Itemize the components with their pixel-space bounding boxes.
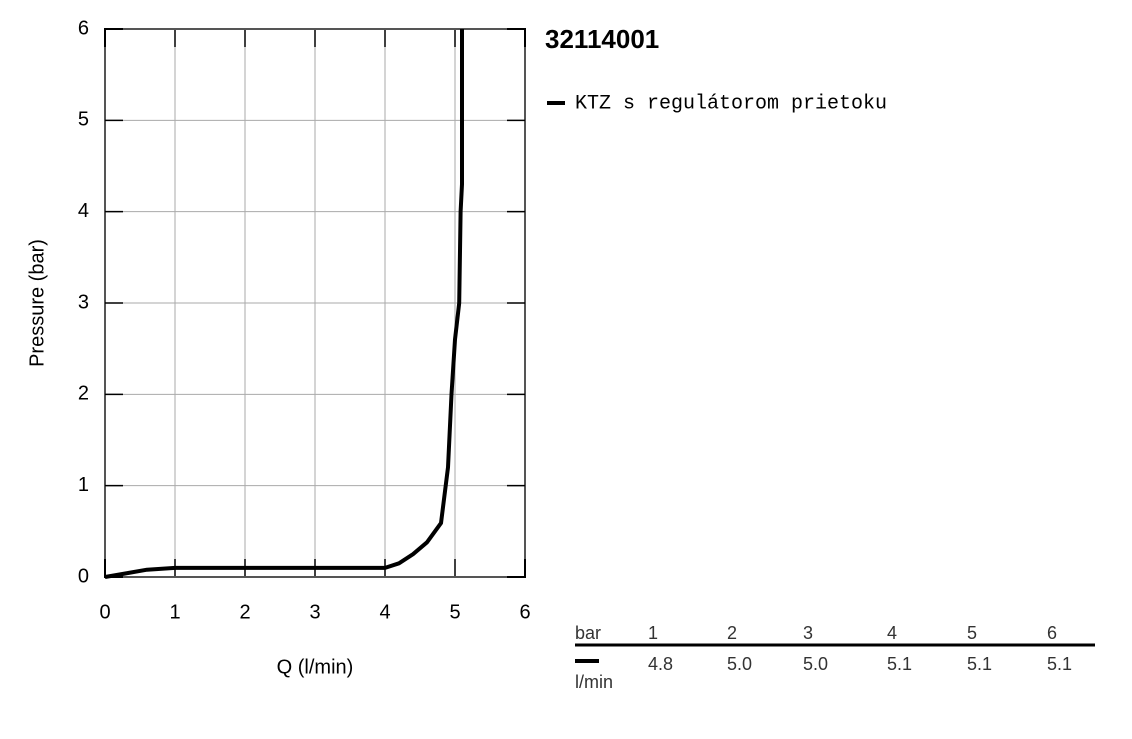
table-value: 4.8 — [648, 654, 673, 674]
data-line — [104, 29, 464, 579]
y-axis-label: Pressure (bar) — [26, 239, 48, 367]
x-tick-label: 5 — [449, 601, 460, 623]
table-column: 4 — [887, 623, 897, 643]
table-column: 1 — [648, 623, 658, 643]
table-column: 3 — [803, 623, 813, 643]
x-tick-label: 4 — [379, 601, 390, 623]
y-tick-label: 1 — [78, 474, 89, 496]
y-tick-label: 2 — [78, 383, 89, 405]
table-column: 2 — [727, 623, 737, 643]
y-tick-label: 4 — [78, 200, 89, 222]
table-column: 6 — [1047, 623, 1057, 643]
x-tick-label: 3 — [309, 601, 320, 623]
legend-label: KTZ s regulátorom prietoku — [575, 92, 887, 115]
table-column: 5 — [967, 623, 977, 643]
table-value: 5.1 — [967, 654, 992, 674]
y-tick-label: 0 — [78, 565, 89, 587]
table-value: 5.0 — [727, 654, 752, 674]
y-tick-label: 5 — [78, 109, 89, 131]
chart-title: 32114001 — [545, 24, 659, 54]
y-tick-label: 3 — [78, 291, 89, 313]
y-tick-label: 6 — [78, 17, 89, 39]
table-header: bar — [575, 623, 601, 643]
table-value: 5.0 — [803, 654, 828, 674]
table-unit: l/min — [575, 672, 613, 692]
x-tick-label: 2 — [239, 601, 250, 623]
x-tick-label: 0 — [99, 601, 110, 623]
x-tick-label: 6 — [519, 601, 530, 623]
x-tick-label: 1 — [169, 601, 180, 623]
table-value: 5.1 — [887, 654, 912, 674]
x-axis-label: Q (l/min) — [277, 656, 354, 678]
table-value: 5.1 — [1047, 654, 1072, 674]
